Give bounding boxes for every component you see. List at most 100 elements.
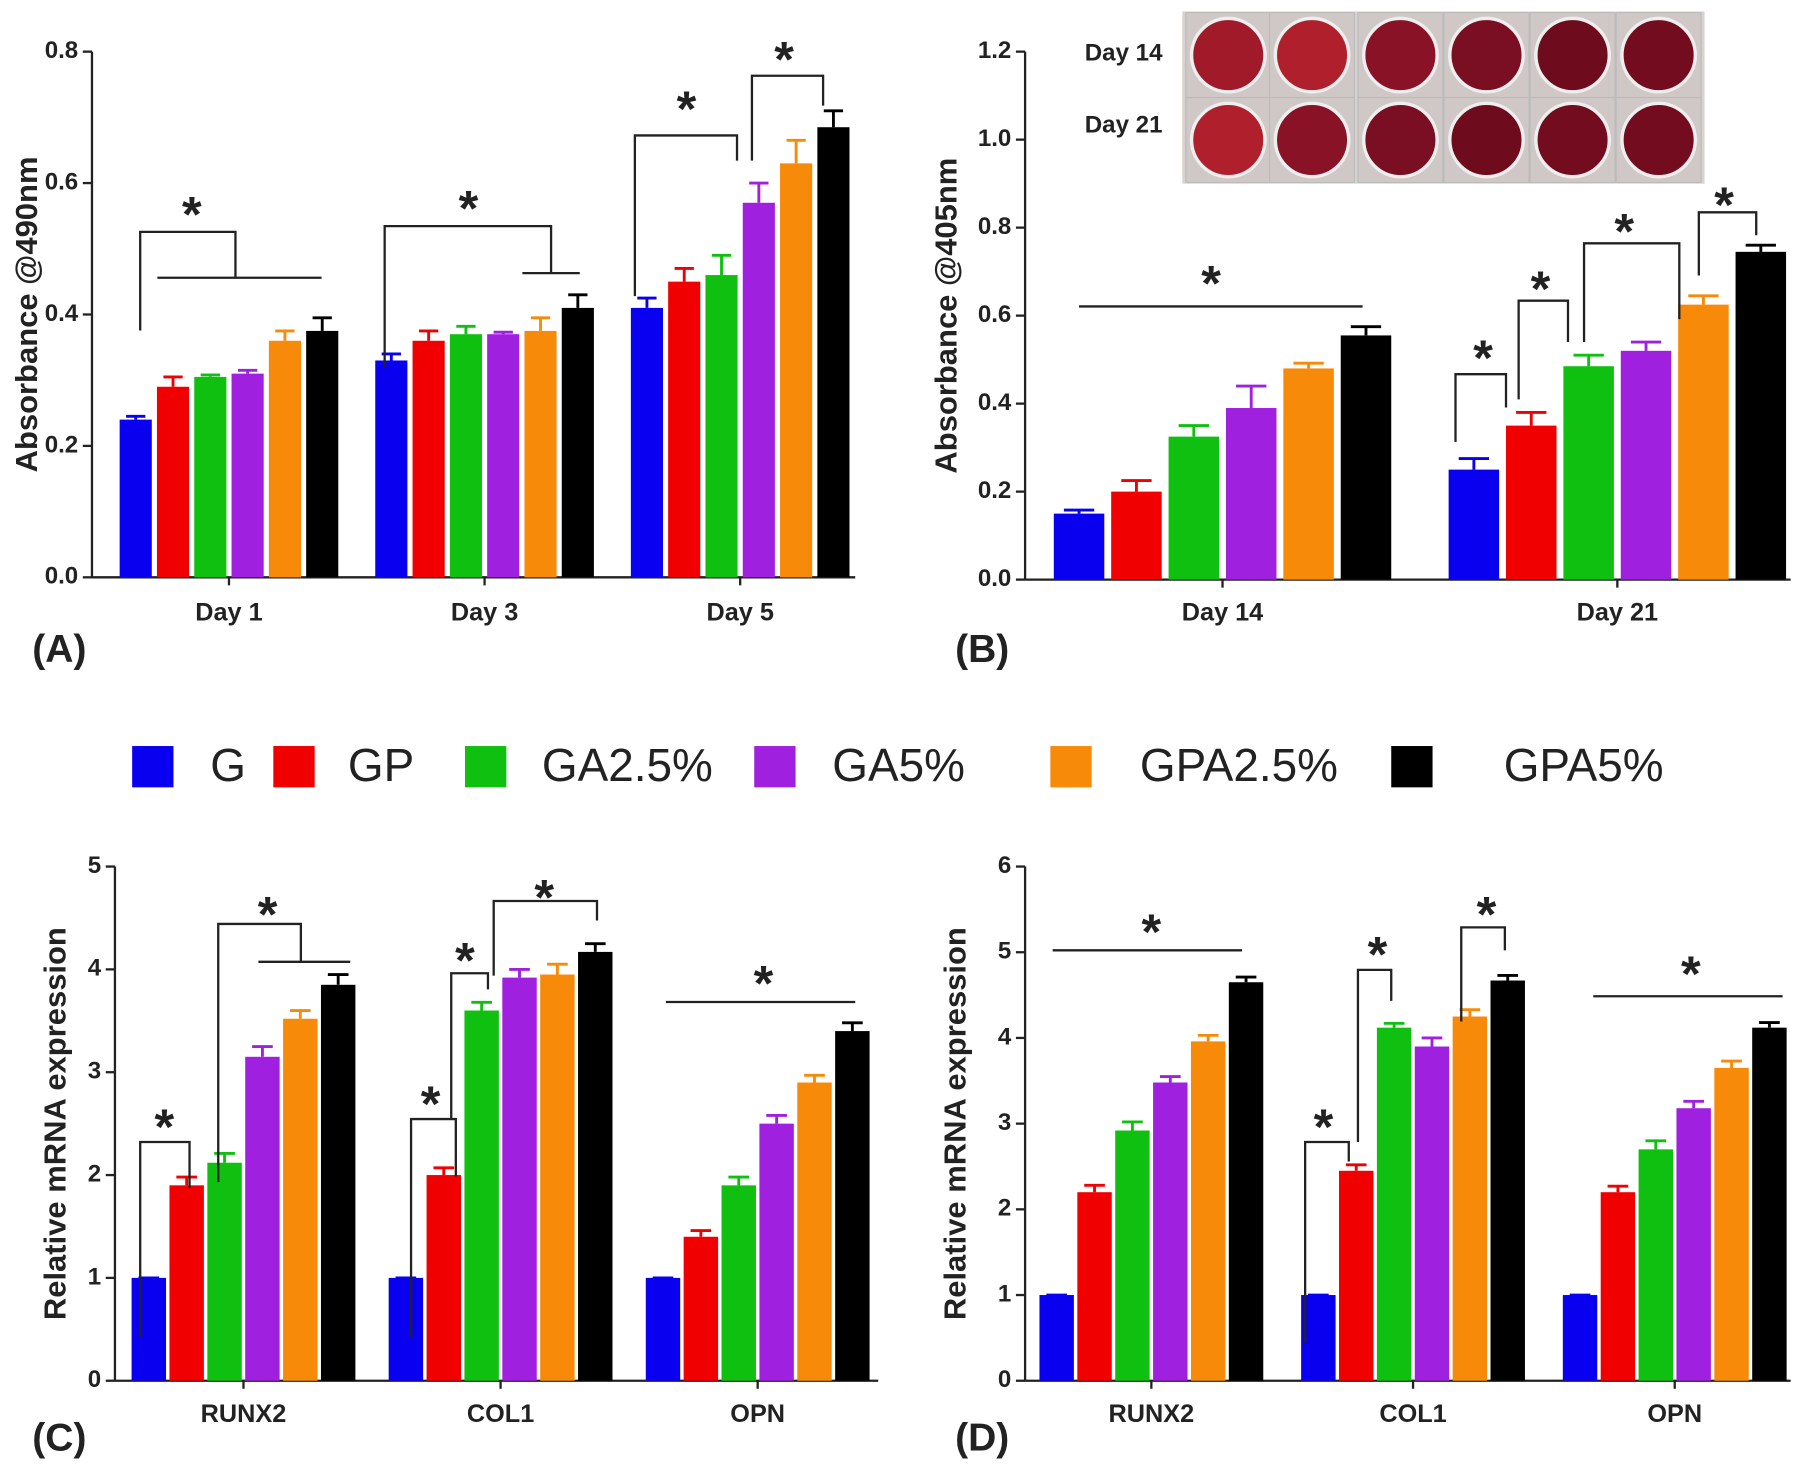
significance-marker: * xyxy=(421,1075,441,1132)
error-bar xyxy=(252,1045,273,1057)
bar xyxy=(759,1123,794,1381)
bar xyxy=(207,1162,242,1381)
bar xyxy=(1562,1295,1598,1381)
error-bar xyxy=(327,973,349,985)
x-tick-label: Day 21 xyxy=(1577,599,1658,627)
error-bar xyxy=(1383,1021,1405,1028)
error-bar xyxy=(1421,1036,1443,1047)
bar xyxy=(1414,1046,1450,1381)
significance-marker: * xyxy=(677,80,697,137)
significance-bracket xyxy=(1582,242,1681,343)
bar xyxy=(1678,304,1729,580)
error-bar xyxy=(674,267,694,282)
y-tick-label: 5 xyxy=(88,852,101,879)
significance-bracket xyxy=(633,134,739,297)
bar xyxy=(119,419,152,578)
x-tick-label: COL1 xyxy=(467,1400,534,1428)
y-tick-label: 0.4 xyxy=(978,389,1012,416)
y-tick-label: 2 xyxy=(88,1160,101,1187)
bar xyxy=(742,202,775,578)
error-bar xyxy=(1630,340,1662,351)
significance-marker: * xyxy=(1714,176,1734,233)
y-tick-label: 4 xyxy=(88,955,102,982)
legend-label: GPA2.5% xyxy=(1140,739,1338,791)
error-bar xyxy=(1345,1163,1367,1171)
significance-bracket xyxy=(139,230,237,331)
bar xyxy=(1340,335,1392,580)
x-tick-label: COL1 xyxy=(1379,1400,1446,1428)
legend-label: G xyxy=(210,739,246,791)
significance-bracket xyxy=(1356,968,1393,1143)
significance-bracket xyxy=(139,1140,191,1338)
bar xyxy=(1301,1295,1336,1381)
error-bar xyxy=(1236,384,1267,409)
bar xyxy=(630,307,663,578)
bar xyxy=(1600,1192,1636,1381)
legend-swatch xyxy=(465,746,507,788)
panel-label: (C) xyxy=(32,1417,86,1460)
error-bar xyxy=(1573,353,1604,367)
y-tick-label: 1.2 xyxy=(978,37,1012,64)
bar xyxy=(817,127,850,578)
error-bar xyxy=(637,296,657,308)
x-tick-label: Day 3 xyxy=(451,599,518,627)
y-tick-label: 6 xyxy=(998,852,1011,879)
significance-bracket xyxy=(492,899,599,976)
y-axis-label: Absorbance @405nm xyxy=(928,158,963,474)
bar xyxy=(1620,350,1672,580)
error-bar xyxy=(749,181,769,203)
bar xyxy=(1111,491,1162,580)
bar xyxy=(487,334,520,578)
error-bar xyxy=(418,329,439,341)
error-bar xyxy=(1121,479,1152,492)
bar xyxy=(835,1031,870,1381)
y-tick-label: 0.0 xyxy=(978,565,1012,592)
bar xyxy=(1490,980,1525,1381)
significance-marker: * xyxy=(774,30,794,87)
significance-marker: * xyxy=(1368,926,1388,983)
significance-marker: * xyxy=(459,180,479,237)
bar xyxy=(645,1277,681,1381)
significance-bracket xyxy=(750,74,825,161)
well xyxy=(1448,101,1525,179)
legend-swatch xyxy=(1050,746,1092,788)
error-bar xyxy=(237,368,258,374)
error-bar xyxy=(1459,1008,1481,1017)
error-bar xyxy=(200,373,220,377)
bar xyxy=(426,1175,461,1381)
x-tick-label: Day 14 xyxy=(1182,599,1263,627)
error-bar xyxy=(1235,975,1257,983)
bar xyxy=(156,386,190,578)
error-bar xyxy=(530,316,551,331)
y-tick-label: 1 xyxy=(88,1263,101,1290)
bar xyxy=(1752,1027,1787,1381)
y-tick-label: 1.0 xyxy=(978,125,1012,152)
error-bar xyxy=(547,962,568,975)
significance-marker: * xyxy=(1142,903,1162,960)
well xyxy=(1534,16,1612,94)
bar xyxy=(1228,982,1264,1381)
bar xyxy=(683,1236,719,1381)
significance-bracket xyxy=(409,1117,457,1338)
significance-bracket xyxy=(1697,211,1758,276)
y-tick-label: 0.2 xyxy=(978,477,1012,504)
bar xyxy=(131,1277,167,1381)
bar xyxy=(1077,1192,1112,1381)
error-bar xyxy=(823,109,844,128)
bar xyxy=(502,977,537,1381)
significance-marker: * xyxy=(1477,886,1497,943)
bar xyxy=(320,984,356,1381)
x-tick-label: OPN xyxy=(1647,1400,1702,1428)
error-bar xyxy=(568,293,588,308)
bar xyxy=(169,1185,204,1381)
error-bar xyxy=(1084,1183,1105,1193)
legend-swatch xyxy=(1391,746,1433,788)
significance-marker: * xyxy=(1473,329,1493,386)
error-bar xyxy=(1688,294,1719,305)
error-bar xyxy=(584,942,606,952)
error-bar xyxy=(1745,243,1776,252)
x-tick-label: RUNX2 xyxy=(201,1400,287,1428)
error-bar xyxy=(471,1000,492,1011)
bar xyxy=(780,163,813,578)
bar xyxy=(1190,1041,1226,1381)
